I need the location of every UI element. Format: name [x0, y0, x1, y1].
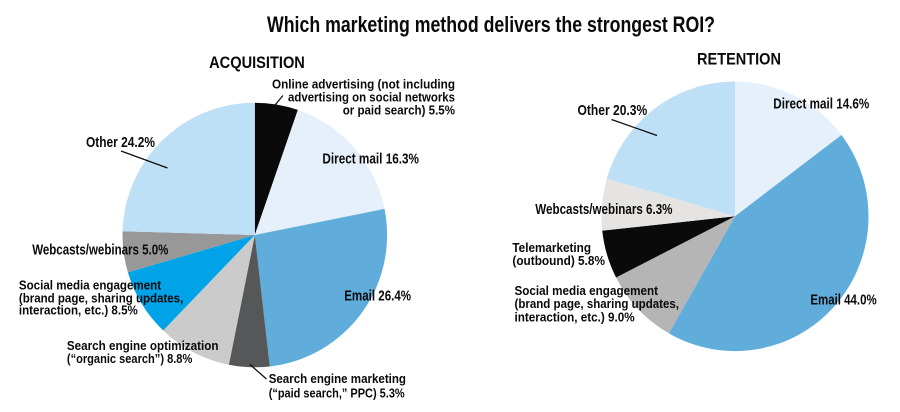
svg-text:(brand page, sharing updates,: (brand page, sharing updates,: [515, 296, 680, 311]
svg-text:Other 20.3%: Other 20.3%: [578, 102, 648, 119]
svg-text:or paid search) 5.5%: or paid search) 5.5%: [343, 103, 456, 118]
svg-text:Webcasts/webinars 5.0%: Webcasts/webinars 5.0%: [32, 241, 168, 258]
svg-text:(brand page, sharing updates,: (brand page, sharing updates,: [19, 290, 183, 305]
svg-text:(outbound) 5.8%: (outbound) 5.8%: [512, 253, 605, 268]
svg-text:Email 44.0%: Email 44.0%: [810, 291, 876, 308]
svg-text:Search engine marketing: Search engine marketing: [269, 371, 406, 386]
svg-text:RETENTION: RETENTION: [697, 50, 781, 69]
svg-text:Other 24.2%: Other 24.2%: [86, 134, 155, 151]
svg-text:Social media engagement: Social media engagement: [515, 283, 659, 298]
svg-text:ACQUISITION: ACQUISITION: [209, 53, 305, 72]
svg-text:(“organic search”) 8.8%: (“organic search”) 8.8%: [67, 351, 193, 366]
svg-text:(“paid search,” PPC) 5.3%: (“paid search,” PPC) 5.3%: [269, 386, 405, 401]
svg-text:Which marketing method deliver: Which marketing method delivers the stro…: [267, 12, 715, 37]
svg-text:Direct mail 14.6%: Direct mail 14.6%: [773, 96, 869, 113]
svg-text:Telemarketing: Telemarketing: [512, 240, 591, 255]
svg-text:advertising on social networks: advertising on social networks: [288, 90, 455, 105]
svg-text:interaction, etc.) 9.0%: interaction, etc.) 9.0%: [515, 310, 636, 325]
svg-text:Social media engagement: Social media engagement: [19, 277, 162, 292]
svg-text:Direct mail 16.3%: Direct mail 16.3%: [322, 151, 419, 168]
svg-text:Search engine optimization: Search engine optimization: [67, 338, 219, 353]
svg-text:interaction, etc.) 8.5%: interaction, etc.) 8.5%: [19, 303, 138, 318]
svg-text:Online advertising (not includ: Online advertising (not including: [272, 77, 455, 92]
svg-text:Webcasts/webinars 6.3%: Webcasts/webinars 6.3%: [535, 201, 672, 218]
svg-text:Email 26.4%: Email 26.4%: [344, 288, 411, 305]
